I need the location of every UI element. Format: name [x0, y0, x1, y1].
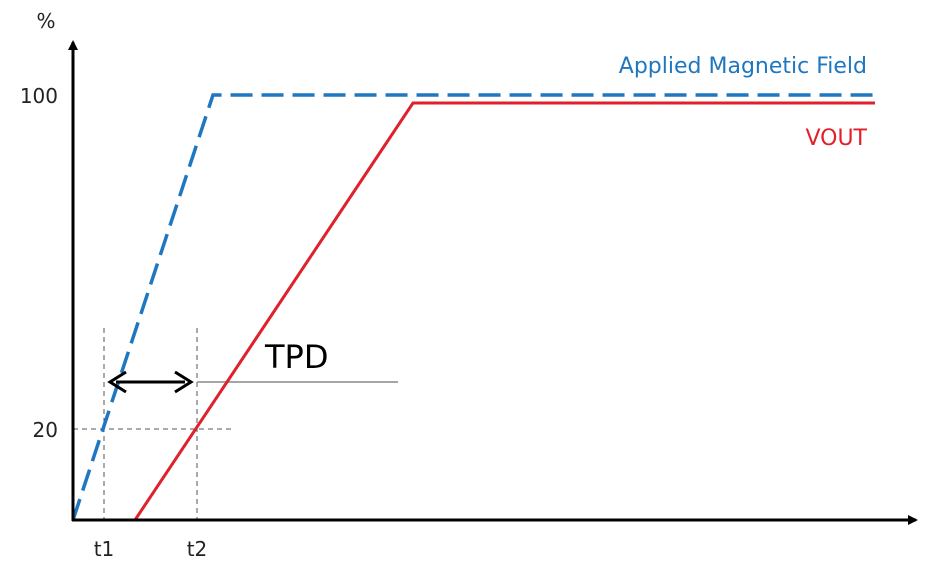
tpd-double-arrow: [107, 370, 194, 394]
vout-curve: [133, 101, 875, 521]
x-tick-t2: t2: [187, 537, 208, 561]
tpd-label: TPD: [264, 338, 328, 376]
x-tick-t1: t1: [94, 537, 115, 561]
y-tick-20: 20: [33, 418, 58, 442]
y-axis-unit-label: %: [36, 9, 55, 33]
applied-magnetic-field-label: Applied Magnetic Field: [619, 54, 867, 79]
vout-label: VOUT: [805, 126, 867, 151]
applied-magnetic-field-curve: [71, 93, 875, 521]
y-tick-100: 100: [20, 84, 58, 108]
